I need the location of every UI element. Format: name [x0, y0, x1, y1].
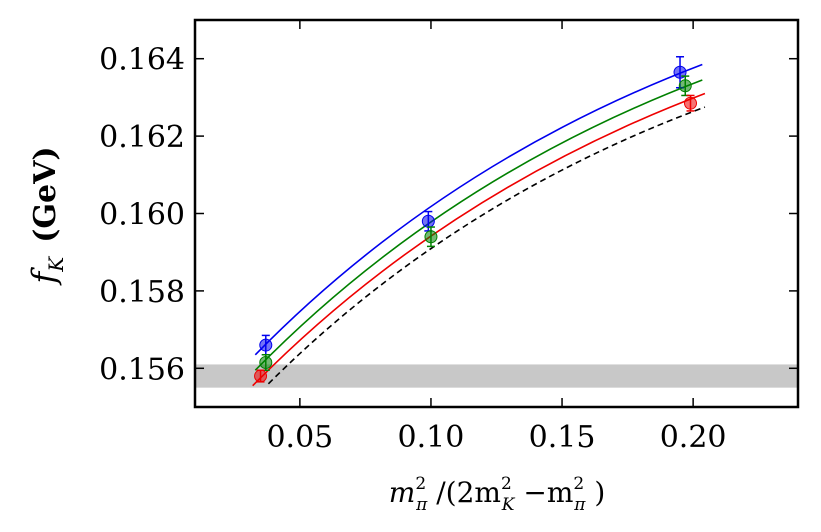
x-label-m3-sup: 2: [573, 474, 584, 494]
x-label-mid: /(2m: [427, 476, 501, 509]
x-tick-label-2: 0.15: [529, 420, 596, 455]
y-tick-label-0: 0.156: [99, 352, 185, 387]
data-point-0-1: [421, 210, 435, 232]
y-label-subscript: K: [44, 256, 68, 273]
data-point-2-0: [254, 369, 268, 383]
x-label-m2-sup: 2: [501, 474, 512, 494]
shaded-band: [195, 364, 798, 388]
x-tick-label-3: 0.20: [660, 420, 727, 455]
data-point-1-2: [678, 75, 692, 97]
x-label-m2-sub: K: [501, 495, 516, 515]
point-marker: [673, 65, 687, 79]
data-point-1-1: [424, 226, 438, 248]
fit-curve-2: [252, 92, 706, 387]
point-marker: [678, 79, 692, 93]
y-label-unit: (GeV): [28, 146, 63, 242]
y-tick-label-4: 0.164: [99, 43, 185, 78]
y-axis-label: fK(GeV): [25, 146, 68, 285]
fit-curve-0: [254, 63, 703, 356]
ticks-layer: 0.05 0.10 0.15 0.20 0.156 0.158 0.160 0.162 0.16…: [99, 20, 798, 455]
point-marker: [424, 230, 438, 244]
y-tick-label-3: 0.162: [99, 120, 185, 155]
data-points-layer: [254, 56, 698, 383]
point-marker: [421, 214, 435, 228]
x-label-m1-sup: 2: [415, 474, 426, 494]
x-label-m1-sub: π: [415, 495, 428, 515]
point-marker: [259, 338, 273, 352]
shaded-band-layer: [195, 364, 798, 388]
point-marker: [684, 96, 698, 110]
y-tick-label-1: 0.158: [99, 275, 185, 310]
fit-curves-layer: [252, 63, 706, 387]
y-tick-label-2: 0.160: [99, 198, 185, 233]
x-label-m3-sub: π: [573, 495, 586, 515]
plot-frame: [193, 18, 800, 409]
data-point-0-0: [259, 334, 273, 356]
point-marker: [254, 369, 268, 383]
data-point-2-1: [684, 94, 698, 112]
x-label-close: ): [585, 476, 605, 509]
fit-curve-1: [254, 79, 703, 371]
x-tick-label-0: 0.05: [266, 420, 333, 455]
x-label-minus: −m: [514, 476, 573, 509]
x-label-m1: m: [389, 476, 416, 509]
x-axis-label: m2 π /(2m2 K −m2 π ): [389, 474, 606, 515]
x-tick-label-1: 0.10: [398, 420, 465, 455]
point-marker: [259, 355, 273, 369]
extrapolation-curve: [267, 106, 706, 385]
